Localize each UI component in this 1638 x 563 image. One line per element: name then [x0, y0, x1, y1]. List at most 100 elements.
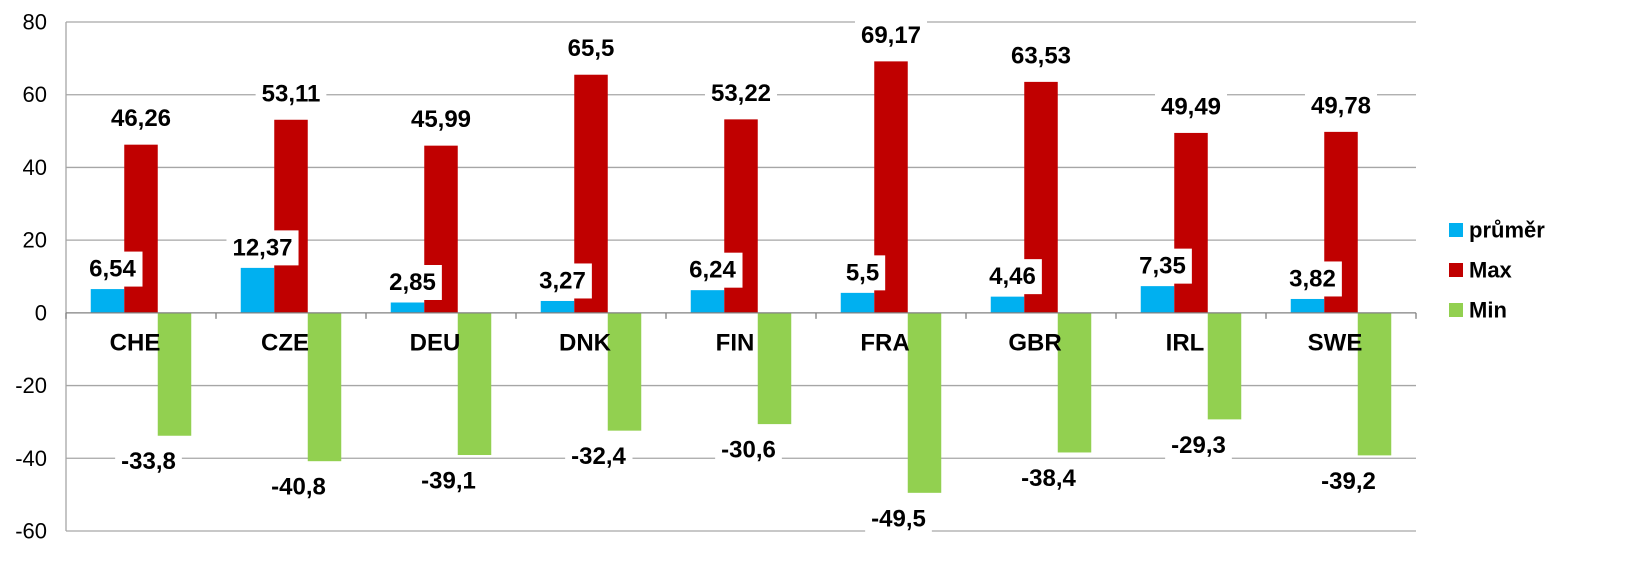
- category-label: CZE: [261, 329, 309, 356]
- data-label-box: [983, 259, 1042, 295]
- data-label-box: [265, 469, 332, 505]
- bar-max-che: [124, 144, 158, 313]
- data-label-box: [226, 230, 299, 266]
- bar-prmr-irl: [1140, 286, 1175, 313]
- bar-min-gbr: [1057, 312, 1092, 453]
- legend-label: Max: [1469, 258, 1513, 283]
- data-label-max: 69,17: [861, 22, 921, 49]
- legend-label: průměr: [1469, 218, 1545, 243]
- data-label-box: [383, 264, 442, 300]
- data-label-prumer: 3,27: [539, 267, 586, 294]
- legend-label: Min: [1469, 298, 1507, 323]
- y-tick-label: -20: [15, 373, 47, 398]
- bar-prmr-fin: [690, 290, 725, 313]
- data-label-min: -39,1: [421, 468, 476, 495]
- bar-prmr-deu: [390, 302, 425, 313]
- y-tick-label: 60: [23, 82, 47, 107]
- y-tick-label: 0: [35, 300, 47, 325]
- data-label-max: 53,11: [262, 80, 321, 107]
- data-label-box: [1015, 460, 1083, 496]
- data-label-box: [404, 102, 478, 138]
- data-label-min: -39,2: [1321, 468, 1376, 495]
- data-label-box: [1154, 89, 1228, 125]
- data-label-box: [533, 263, 592, 299]
- category-label: SWE: [1308, 329, 1363, 356]
- category-label: IRL: [1166, 329, 1205, 356]
- data-label-prumer: 6,54: [89, 256, 136, 283]
- data-label-box: [1133, 248, 1192, 284]
- data-label-box: [83, 251, 143, 287]
- bar-min-dnk: [607, 312, 642, 431]
- y-tick-label: 40: [23, 155, 47, 180]
- data-label-prumer: 2,85: [389, 269, 436, 296]
- data-label-prumer: 7,35: [1139, 253, 1186, 280]
- data-label-min: -29,3: [1171, 432, 1226, 459]
- data-label-prumer: 4,46: [989, 263, 1036, 290]
- data-label-max: 53,22: [711, 80, 771, 107]
- bar-min-fra: [907, 312, 942, 493]
- bar-prmr-gbr: [990, 296, 1025, 313]
- bar-max-irl: [1174, 132, 1208, 313]
- data-label-max: 49,49: [1161, 93, 1221, 120]
- bar-min-deu: [457, 312, 492, 456]
- data-label-box: [115, 444, 182, 480]
- data-label-box: [683, 252, 743, 288]
- data-label-prumer: 6,24: [689, 257, 736, 284]
- data-label-box: [104, 101, 178, 137]
- bar-prmr-fra: [840, 292, 875, 313]
- bar-prmr-dnk: [540, 300, 575, 313]
- data-label-min: -30,6: [721, 437, 776, 464]
- legend-swatch-max: [1449, 263, 1463, 277]
- bar-prmr-swe: [1290, 298, 1325, 313]
- data-label-prumer: 3,82: [1289, 265, 1336, 292]
- data-label-min: -38,4: [1021, 465, 1076, 492]
- data-label-prumer: 5,5: [846, 259, 879, 286]
- data-label-box: [255, 76, 327, 112]
- y-tick-label: 20: [23, 228, 47, 253]
- bar-prmr-cze: [240, 267, 275, 313]
- data-label-max: 46,26: [111, 105, 171, 132]
- y-tick-label: -40: [15, 446, 47, 471]
- data-label-min: -40,8: [271, 474, 326, 501]
- bar-prmr-che: [90, 289, 125, 313]
- data-label-box: [415, 463, 482, 499]
- data-label-max: 49,78: [1311, 92, 1371, 119]
- data-label-box: [1004, 38, 1078, 74]
- data-label-min: -49,5: [871, 505, 926, 532]
- data-label-box: [561, 31, 621, 67]
- category-label: FRA: [860, 329, 909, 356]
- bar-min-swe: [1357, 312, 1392, 456]
- data-label-box: [1283, 261, 1342, 297]
- data-label-box: [839, 255, 886, 291]
- category-label: FIN: [716, 329, 755, 356]
- data-label-box: [565, 439, 633, 475]
- data-label-max: 45,99: [411, 106, 471, 133]
- data-label-max: 63,53: [1011, 42, 1071, 69]
- bar-min-irl: [1207, 312, 1242, 420]
- y-tick-label: -60: [15, 519, 47, 544]
- bar-min-fin: [757, 312, 792, 425]
- data-label-box: [865, 501, 932, 537]
- bar-min-cze: [307, 312, 342, 462]
- data-label-box: [854, 17, 928, 53]
- bar-max-cze: [274, 119, 308, 313]
- data-label-box: [1304, 88, 1378, 124]
- legend-swatch-min: [1449, 303, 1463, 317]
- category-label: DEU: [410, 329, 461, 356]
- data-label-box: [704, 75, 778, 111]
- data-label-prumer: 12,37: [232, 234, 292, 261]
- data-label-box: [1165, 427, 1232, 463]
- category-label: CHE: [110, 329, 161, 356]
- y-tick-label: 80: [23, 10, 47, 35]
- legend-swatch-prmr: [1449, 223, 1463, 237]
- data-label-min: -33,8: [121, 448, 176, 475]
- category-label: DNK: [559, 329, 612, 356]
- data-label-box: [715, 432, 782, 468]
- category-label: GBR: [1008, 329, 1061, 356]
- bar-min-che: [157, 312, 192, 436]
- data-label-box: [1315, 463, 1382, 499]
- data-label-min: -32,4: [571, 443, 626, 470]
- data-label-max: 65,5: [568, 35, 615, 62]
